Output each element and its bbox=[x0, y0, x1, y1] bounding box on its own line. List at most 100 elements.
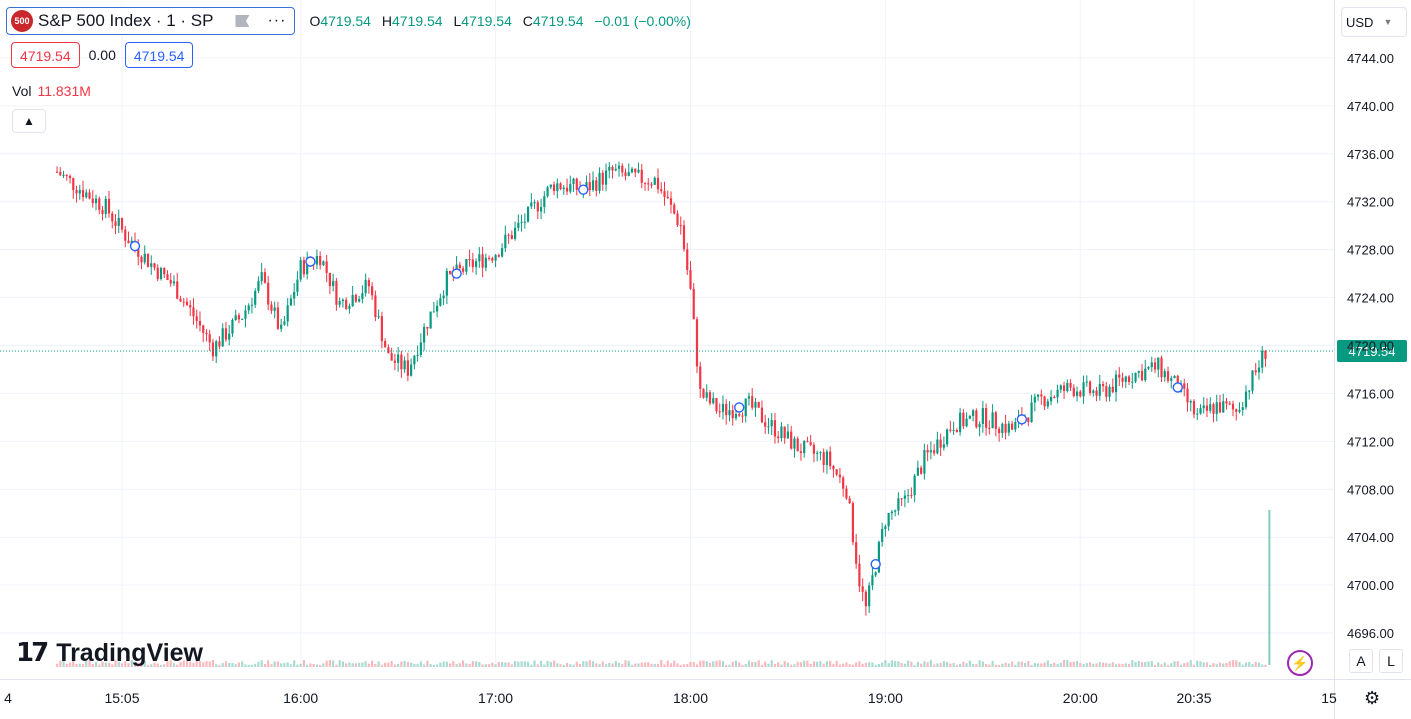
volume-bar bbox=[552, 660, 556, 667]
volume-bar bbox=[702, 660, 705, 667]
candle-body bbox=[946, 429, 949, 445]
candle-body bbox=[588, 182, 591, 191]
sp500-badge-icon: 500 bbox=[11, 10, 33, 32]
volume-bar bbox=[491, 662, 494, 667]
candle-body bbox=[166, 274, 169, 281]
candle-body bbox=[871, 575, 874, 586]
candle-body bbox=[358, 298, 361, 302]
candle-body bbox=[608, 166, 611, 171]
candle-body bbox=[1205, 405, 1209, 411]
candle-body bbox=[224, 328, 228, 340]
candle-body bbox=[332, 280, 335, 286]
volume-bar bbox=[367, 663, 370, 667]
candle-body bbox=[364, 280, 367, 294]
chevron-up-icon[interactable]: ▲ bbox=[12, 109, 46, 133]
volume-bar bbox=[686, 664, 689, 667]
tradingview-logo[interactable]: 17 TradingView bbox=[16, 638, 203, 668]
candle-body bbox=[1199, 408, 1202, 414]
volume-bar bbox=[952, 663, 955, 667]
candle-body bbox=[565, 187, 569, 192]
candle-body bbox=[348, 306, 351, 309]
currency-selector[interactable]: USD ▼ bbox=[1341, 7, 1407, 37]
volume-bar bbox=[689, 661, 692, 667]
volume-bar bbox=[436, 664, 439, 667]
volume-bar bbox=[374, 663, 377, 667]
volume-bar bbox=[487, 664, 491, 667]
volume-bar bbox=[166, 661, 169, 667]
event-marker-icon[interactable] bbox=[1172, 382, 1183, 393]
candle-body bbox=[377, 316, 380, 318]
candle-body bbox=[783, 426, 786, 439]
gear-icon[interactable]: ⚙ bbox=[1364, 688, 1381, 708]
log-scale-button[interactable]: L bbox=[1379, 649, 1403, 673]
candle-body bbox=[627, 172, 630, 176]
volume-bar bbox=[1137, 660, 1140, 667]
volume-bar bbox=[1017, 661, 1020, 667]
lightning-icon[interactable]: ⚡ bbox=[1287, 650, 1313, 676]
volume-bar bbox=[276, 661, 280, 667]
sell-button[interactable]: 4719.54 bbox=[11, 42, 80, 68]
event-markers[interactable] bbox=[129, 184, 1183, 570]
volume-bar bbox=[1053, 662, 1056, 667]
volume-bar bbox=[1072, 661, 1075, 667]
buy-button[interactable]: 4719.54 bbox=[124, 42, 194, 68]
event-marker-icon[interactable] bbox=[578, 184, 589, 195]
volume-bar bbox=[494, 664, 497, 667]
volume-bar bbox=[62, 661, 65, 667]
volume-bar bbox=[111, 664, 114, 667]
volume-bar bbox=[260, 660, 263, 667]
candle-body bbox=[640, 169, 643, 183]
price-tick-label: 4728.00 bbox=[1347, 243, 1394, 258]
volume-bar bbox=[627, 660, 630, 667]
candle-body bbox=[887, 513, 890, 527]
event-marker-icon[interactable] bbox=[734, 402, 745, 413]
volume-bar bbox=[1049, 663, 1053, 667]
time-tick-label: 4 bbox=[4, 690, 12, 706]
candle-body bbox=[595, 180, 598, 191]
volume-bar bbox=[393, 664, 396, 667]
candle-body bbox=[637, 169, 640, 173]
event-marker-icon[interactable] bbox=[451, 268, 462, 279]
event-marker-icon[interactable] bbox=[129, 240, 141, 252]
candle-body bbox=[487, 257, 491, 259]
candle-body bbox=[1085, 381, 1088, 383]
volume-bar bbox=[796, 661, 799, 667]
time-axis[interactable]: 4 15:05 16:00 17:00 18:00 19:00 20:00 20:35 15 bbox=[0, 679, 1411, 707]
volume-bar bbox=[887, 663, 890, 667]
candle-body bbox=[994, 412, 997, 429]
candle-body bbox=[1040, 394, 1043, 397]
auto-scale-button[interactable]: A bbox=[1349, 649, 1373, 673]
event-marker-icon[interactable] bbox=[870, 558, 881, 570]
volume-bar bbox=[530, 664, 533, 667]
volume-bar bbox=[1111, 662, 1114, 667]
volume-bar bbox=[699, 660, 702, 667]
price-axis[interactable]: 4696.00 4700.00 4704.00 4708.00 4712.00 4716.… bbox=[1334, 0, 1395, 719]
candle-body bbox=[143, 253, 146, 263]
volume-bar bbox=[1150, 661, 1153, 667]
candle-body bbox=[474, 261, 478, 268]
candle-body bbox=[900, 498, 903, 500]
volume-bar bbox=[725, 664, 728, 667]
volume-bar bbox=[120, 663, 124, 667]
volume-bar bbox=[94, 661, 98, 667]
event-marker-icon[interactable] bbox=[1016, 414, 1028, 425]
event-marker-icon[interactable] bbox=[305, 256, 316, 267]
candle-body bbox=[933, 450, 936, 454]
more-icon[interactable]: ··· bbox=[267, 12, 287, 29]
candle-body bbox=[1049, 397, 1053, 402]
volume-bar bbox=[588, 660, 591, 667]
candle-body bbox=[855, 542, 858, 564]
candle-body bbox=[328, 272, 332, 286]
volume-bar bbox=[520, 661, 523, 667]
flag-icon[interactable] bbox=[235, 15, 250, 27]
volume-bar bbox=[1088, 662, 1092, 667]
volume-bar bbox=[426, 660, 429, 667]
volume-bar bbox=[481, 664, 484, 667]
symbol-selector[interactable]: 500 S&P 500 Index · 1 · SP ··· bbox=[6, 7, 296, 35]
volume-bar bbox=[715, 660, 718, 667]
candle-body bbox=[903, 495, 906, 499]
candle-body bbox=[1066, 382, 1069, 392]
candle-body bbox=[669, 198, 673, 205]
volume-bar bbox=[247, 664, 250, 667]
